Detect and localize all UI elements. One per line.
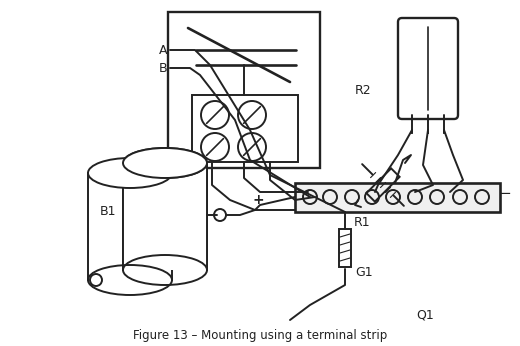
Text: B: B (159, 62, 167, 74)
Text: B1: B1 (100, 205, 116, 218)
Bar (367, 169, 399, 202)
Bar (339, 229, 351, 267)
Ellipse shape (123, 148, 207, 178)
Text: +: + (252, 193, 264, 207)
Bar (123, 163, 207, 270)
Bar (295, 183, 500, 212)
Ellipse shape (88, 158, 172, 188)
Text: G1: G1 (355, 265, 373, 279)
Text: R1: R1 (354, 216, 370, 228)
Bar (168, 12, 320, 168)
Text: Q1: Q1 (416, 309, 434, 322)
Text: Figure 13 – Mounting using a terminal strip: Figure 13 – Mounting using a terminal st… (133, 329, 387, 343)
Text: A: A (159, 44, 167, 56)
Ellipse shape (123, 148, 207, 178)
Text: R2: R2 (355, 83, 372, 97)
Text: −: − (498, 186, 511, 201)
Bar (192, 95, 298, 162)
